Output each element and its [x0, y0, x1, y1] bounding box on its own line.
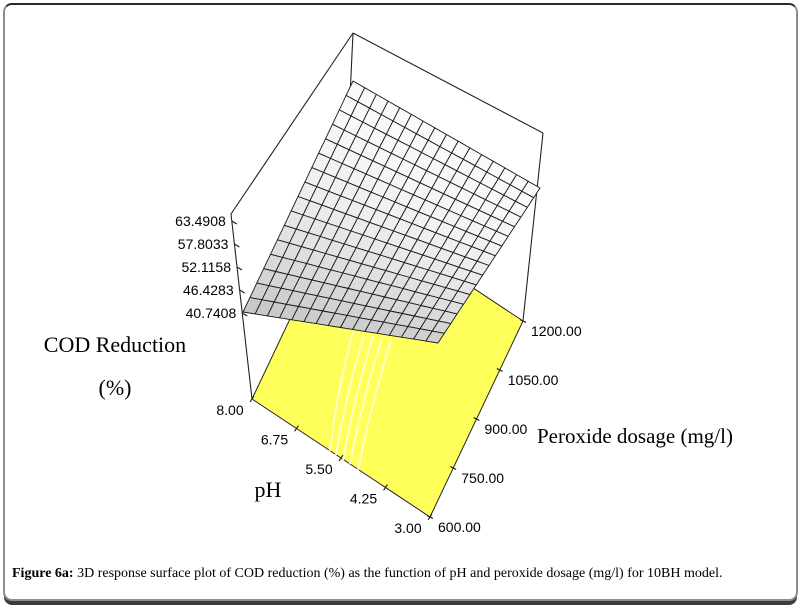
axis-titles: COD Reduction (%) pH Peroxide dosage (mg/l) — [44, 332, 733, 502]
dosage-axis-tick-label: 750.00 — [461, 470, 504, 486]
z-axis-tick — [241, 312, 248, 317]
floor-contour-lines — [329, 331, 392, 471]
ph-axis-tick — [383, 484, 388, 491]
dosage-axis-tick — [450, 466, 457, 470]
ph-axis-title: pH — [255, 477, 282, 502]
contour-line — [357, 339, 392, 471]
z-axis-tick-label: 46.4283 — [183, 282, 234, 298]
ph-axis-tick — [249, 395, 255, 403]
contour-line — [349, 337, 383, 465]
dosage-axis-tick — [496, 368, 503, 372]
contour-line — [335, 333, 365, 456]
z-axis-tick-label: 40.7408 — [186, 305, 237, 321]
z-axis-tick — [239, 289, 245, 294]
dosage-axis-tick-label: 1200.00 — [531, 323, 582, 339]
z-axis-tick-label: 52.1158 — [181, 259, 231, 275]
dosage-axis-tick — [473, 417, 480, 421]
ph-axis-tick-label: 5.50 — [305, 461, 332, 477]
dosage-axis-title: Peroxide dosage (mg/l) — [537, 424, 733, 448]
caption-label: Figure 6a: — [12, 566, 74, 581]
z-axis-tick-label: 57.8033 — [178, 236, 229, 252]
surface-mesh — [242, 80, 541, 344]
dosage-axis-tick-label: 1050.00 — [508, 372, 559, 388]
response-surface-plot: 63.4908 57.8033 52.1158 46.4283 40.7408 8.00 6… — [44, 32, 733, 536]
ph-axis-tick-label: 6.75 — [261, 432, 288, 448]
z-axis-title-units: (%) — [99, 375, 132, 400]
z-axis-title: COD Reduction — [44, 332, 186, 357]
caption-text: 3D response surface plot of COD reductio… — [73, 566, 723, 581]
contour-line — [342, 335, 374, 461]
ph-axis-tick-label: 8.00 — [216, 402, 243, 418]
z-axis: 63.4908 57.8033 52.1158 46.4283 40.7408 — [175, 213, 248, 321]
ph-axis-tick — [338, 454, 344, 462]
dosage-axis-tick-label: 600.00 — [438, 519, 481, 535]
dosage-axis-tick — [426, 515, 434, 519]
ph-axis-tick-label: 3.00 — [394, 520, 421, 536]
dosage-axis-tick — [519, 319, 527, 323]
ph-axis-tick-label: 4.25 — [350, 491, 377, 507]
z-axis-tick — [231, 220, 238, 225]
ph-axis-tick — [294, 425, 299, 432]
z-axis-tick — [234, 243, 240, 248]
z-axis-tick-label: 63.4908 — [175, 213, 226, 229]
dosage-axis-tick-label: 900.00 — [485, 421, 528, 437]
dosage-axis: 600.00 750.00 900.00 1050.00 1200.00 — [426, 319, 582, 535]
figure-caption: Figure 6a: 3D response surface plot of C… — [12, 566, 788, 582]
ph-axis: 8.00 6.75 5.50 4.25 3.00 — [216, 395, 433, 536]
contour-line — [329, 331, 354, 452]
z-axis-tick — [236, 266, 243, 271]
